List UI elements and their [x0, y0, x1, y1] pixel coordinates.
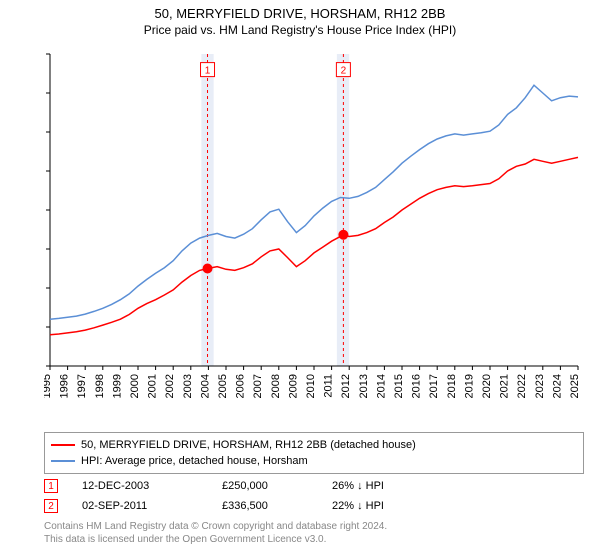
svg-text:1: 1 — [205, 66, 211, 77]
svg-text:2003: 2003 — [182, 374, 194, 398]
svg-text:2001: 2001 — [147, 374, 159, 398]
svg-text:2018: 2018 — [446, 374, 458, 398]
svg-text:2002: 2002 — [164, 374, 176, 398]
legend-swatch — [51, 444, 75, 446]
svg-text:2007: 2007 — [252, 374, 264, 398]
svg-text:1995: 1995 — [44, 374, 53, 398]
marker-row-2: 2 02-SEP-2011 £336,500 22% ↓ HPI — [44, 496, 584, 516]
marker-diff: 26% ↓ HPI — [332, 480, 452, 492]
legend-swatch — [51, 460, 75, 462]
svg-text:2021: 2021 — [499, 374, 511, 398]
svg-text:2005: 2005 — [217, 374, 229, 398]
svg-text:2015: 2015 — [393, 374, 405, 398]
chart-plot-area: £0£100K£200K£300K£400K£500K£600K£700K£80… — [44, 50, 584, 370]
legend-label: HPI: Average price, detached house, Hors… — [81, 455, 308, 467]
svg-text:2012: 2012 — [340, 374, 352, 398]
legend-label: 50, MERRYFIELD DRIVE, HORSHAM, RH12 2BB … — [81, 439, 416, 451]
svg-text:£600K: £600K — [44, 127, 45, 139]
svg-text:2019: 2019 — [463, 374, 475, 398]
svg-text:2011: 2011 — [323, 374, 335, 398]
marker-badge: 2 — [44, 499, 58, 513]
svg-text:£300K: £300K — [44, 244, 45, 256]
svg-text:£500K: £500K — [44, 166, 45, 178]
svg-text:2004: 2004 — [199, 374, 211, 398]
marker-date: 12-DEC-2003 — [82, 480, 222, 492]
footer-attribution: Contains HM Land Registry data © Crown c… — [44, 520, 387, 546]
svg-text:2016: 2016 — [411, 374, 423, 398]
title-block: 50, MERRYFIELD DRIVE, HORSHAM, RH12 2BB … — [0, 0, 600, 37]
marker-row-1: 1 12-DEC-2003 £250,000 26% ↓ HPI — [44, 476, 584, 496]
svg-text:£700K: £700K — [44, 88, 45, 100]
svg-text:2024: 2024 — [551, 374, 563, 398]
svg-text:2010: 2010 — [305, 374, 317, 398]
svg-text:2020: 2020 — [481, 374, 493, 398]
marker-price: £336,500 — [222, 500, 332, 512]
footer-line: Contains HM Land Registry data © Crown c… — [44, 520, 387, 533]
chart-svg: £0£100K£200K£300K£400K£500K£600K£700K£80… — [44, 50, 584, 420]
chart-container: 50, MERRYFIELD DRIVE, HORSHAM, RH12 2BB … — [0, 0, 600, 560]
marker-date: 02-SEP-2011 — [82, 500, 222, 512]
svg-text:2014: 2014 — [375, 374, 387, 398]
svg-text:£200K: £200K — [44, 283, 45, 295]
svg-text:1998: 1998 — [94, 374, 106, 398]
svg-text:£800K: £800K — [44, 50, 45, 61]
svg-text:£100K: £100K — [44, 322, 45, 334]
marker-badge: 1 — [44, 479, 58, 493]
legend-item-hpi: HPI: Average price, detached house, Hors… — [51, 453, 577, 469]
legend-item-price-paid: 50, MERRYFIELD DRIVE, HORSHAM, RH12 2BB … — [51, 437, 577, 453]
svg-text:2000: 2000 — [129, 374, 141, 398]
svg-text:2009: 2009 — [287, 374, 299, 398]
marker-table: 1 12-DEC-2003 £250,000 26% ↓ HPI 2 02-SE… — [44, 476, 584, 516]
svg-text:1997: 1997 — [76, 374, 88, 398]
svg-text:2006: 2006 — [235, 374, 247, 398]
svg-text:2022: 2022 — [516, 374, 528, 398]
svg-text:£400K: £400K — [44, 205, 45, 217]
chart-subtitle: Price paid vs. HM Land Registry's House … — [0, 23, 600, 37]
marker-diff: 22% ↓ HPI — [332, 500, 452, 512]
chart-title: 50, MERRYFIELD DRIVE, HORSHAM, RH12 2BB — [0, 6, 600, 21]
svg-text:1996: 1996 — [59, 374, 71, 398]
svg-text:2: 2 — [341, 66, 347, 77]
svg-text:2023: 2023 — [534, 374, 546, 398]
svg-text:2025: 2025 — [569, 374, 581, 398]
svg-text:2008: 2008 — [270, 374, 282, 398]
svg-text:2017: 2017 — [428, 374, 440, 398]
marker-price: £250,000 — [222, 480, 332, 492]
legend-box: 50, MERRYFIELD DRIVE, HORSHAM, RH12 2BB … — [44, 432, 584, 474]
svg-text:2013: 2013 — [358, 374, 370, 398]
footer-line: This data is licensed under the Open Gov… — [44, 533, 387, 546]
svg-text:1999: 1999 — [111, 374, 123, 398]
